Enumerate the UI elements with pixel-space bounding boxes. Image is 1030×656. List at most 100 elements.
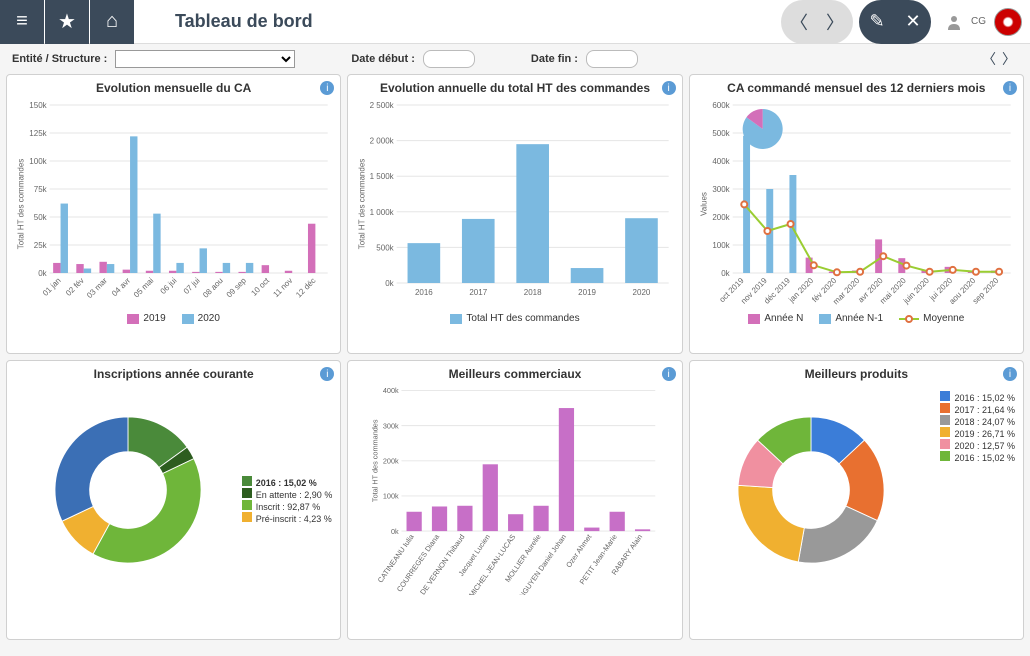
svg-text:12 déc: 12 déc xyxy=(294,276,317,299)
svg-text:25k: 25k xyxy=(34,241,48,250)
chart-legend: 20192020 xyxy=(13,313,334,324)
svg-text:1 000k: 1 000k xyxy=(370,208,395,217)
svg-text:150k: 150k xyxy=(29,101,47,110)
svg-text:jan 2020: jan 2020 xyxy=(786,276,815,305)
svg-text:300k: 300k xyxy=(383,421,399,430)
chart-title: Inscriptions année courante xyxy=(13,367,334,381)
svg-text:2 000k: 2 000k xyxy=(370,137,395,146)
svg-text:03 mar: 03 mar xyxy=(85,276,109,300)
svg-text:0k: 0k xyxy=(391,527,399,536)
svg-text:100k: 100k xyxy=(29,157,47,166)
info-icon[interactable]: i xyxy=(1003,81,1017,95)
svg-text:NGUYEN Daniel Johan: NGUYEN Daniel Johan xyxy=(518,533,569,595)
pager: 〈 〉 xyxy=(980,50,1018,68)
svg-text:400k: 400k xyxy=(712,157,730,166)
chart-legend: 2016 : 15,02 %2017 : 21,64 %2018 : 24,07… xyxy=(940,391,1015,463)
svg-text:07 jui: 07 jui xyxy=(182,276,202,296)
svg-text:50k: 50k xyxy=(34,213,48,222)
svg-text:200k: 200k xyxy=(383,457,399,466)
svg-text:2 500k: 2 500k xyxy=(370,101,395,110)
svg-text:100k: 100k xyxy=(712,241,730,250)
date-end-label: Date fin : xyxy=(531,53,578,65)
svg-text:11 nov: 11 nov xyxy=(271,276,294,299)
svg-text:600k: 600k xyxy=(712,101,730,110)
svg-text:10 oct: 10 oct xyxy=(249,276,271,298)
home-icon[interactable]: ⌂ xyxy=(90,0,134,44)
topbar: ≡ ★ ⌂ Tableau de bord 〈 〉 ✎ ✕ CG xyxy=(0,0,1030,44)
chart-monthly-ca: 0k 25k 50k 75k 100k 125k 150k Total HT des comm… xyxy=(13,99,334,309)
avatar[interactable] xyxy=(994,8,1022,36)
card-evolution-mensuelle: i Evolution mensuelle du CA 0k25k50k75k1… xyxy=(6,74,341,354)
card-ca-commande-mensuel: i CA commandé mensuel des 12 derniers mo… xyxy=(689,74,1024,354)
user-icon xyxy=(945,13,963,31)
svg-text:MICHEL JEAN-LUCAS: MICHEL JEAN-LUCAS xyxy=(467,532,517,595)
svg-text:75k: 75k xyxy=(34,185,48,194)
card-meilleurs-produits: i Meilleurs produits 2016 : 15,02 %2017 … xyxy=(689,360,1024,640)
menu-icon[interactable]: ≡ xyxy=(0,0,44,44)
chart-legend: Total HT des commandes xyxy=(354,313,675,324)
svg-text:08 aou: 08 aou xyxy=(201,276,225,300)
svg-text:0k: 0k xyxy=(386,279,395,288)
svg-text:09 sep: 09 sep xyxy=(225,276,249,300)
svg-text:500k: 500k xyxy=(712,129,730,138)
svg-text:2018: 2018 xyxy=(524,288,542,297)
svg-text:02 fév: 02 fév xyxy=(64,276,86,298)
svg-text:2016: 2016 xyxy=(415,288,433,297)
svg-text:Total HT des commandes: Total HT des commandes xyxy=(371,419,380,502)
svg-text:0k: 0k xyxy=(721,269,730,278)
svg-text:1 500k: 1 500k xyxy=(370,172,395,181)
prev-icon[interactable]: 〈 xyxy=(781,0,817,44)
info-icon[interactable]: i xyxy=(662,367,676,381)
chart-ca-12months: 0k100k200k300k400k500k600kValuesoct 2019… xyxy=(696,99,1017,309)
svg-text:125k: 125k xyxy=(29,129,47,138)
svg-text:300k: 300k xyxy=(712,185,730,194)
svg-text:2020: 2020 xyxy=(633,288,651,297)
user-block: CG xyxy=(937,8,1030,36)
next-icon[interactable]: 〉 xyxy=(817,0,853,44)
app-menu: ≡ ★ ⌂ xyxy=(0,0,135,44)
chart-legend: Année NAnnée N-1Moyenne xyxy=(696,313,1017,324)
star-icon[interactable]: ★ xyxy=(45,0,89,44)
entity-label: Entité / Structure : xyxy=(12,53,107,65)
svg-text:400k: 400k xyxy=(383,386,399,395)
svg-text:2017: 2017 xyxy=(470,288,488,297)
pager-next-icon[interactable]: 〉 xyxy=(1000,50,1018,68)
page-title: Tableau de bord xyxy=(175,11,313,32)
pager-prev-icon[interactable]: 〈 xyxy=(980,50,998,68)
card-inscriptions: i Inscriptions année courante 2016 : 15,… xyxy=(6,360,341,640)
svg-text:DE VERNON Thibaud: DE VERNON Thibaud xyxy=(418,533,466,595)
chart-best-sales: 0k 100k 200k 300k 400k Total HT des commandes… xyxy=(354,385,675,595)
svg-text:100k: 100k xyxy=(383,492,399,501)
filter-bar: Entité / Structure : Date début : Date f… xyxy=(0,44,1030,74)
date-start-label: Date début : xyxy=(351,53,415,65)
date-start-input[interactable] xyxy=(423,50,475,68)
chart-title: Evolution mensuelle du CA xyxy=(13,81,334,95)
svg-text:05 mai: 05 mai xyxy=(132,276,156,300)
svg-text:06 jui: 06 jui xyxy=(159,276,179,296)
card-meilleurs-commerciaux: i Meilleurs commerciaux 0k 100k 200k 300k 40… xyxy=(347,360,682,640)
close-icon[interactable]: ✕ xyxy=(895,0,931,44)
svg-text:Values: Values xyxy=(699,192,708,216)
toolbar: 〈 〉 ✎ ✕ CG xyxy=(781,0,1030,44)
chart-title: Meilleurs produits xyxy=(696,367,1017,381)
edit-icon[interactable]: ✎ xyxy=(859,0,895,44)
chart-legend: 2016 : 15,02 %En attente : 2,90 %Inscrit… xyxy=(242,476,333,524)
chart-title: Evolution annuelle du total HT des comma… xyxy=(354,81,675,95)
svg-text:01 jan: 01 jan xyxy=(41,276,63,298)
svg-text:sep 2020: sep 2020 xyxy=(971,276,1001,306)
chart-title: Meilleurs commerciaux xyxy=(354,367,675,381)
svg-text:déc 2019: déc 2019 xyxy=(762,276,792,306)
svg-text:04 avr: 04 avr xyxy=(110,276,132,298)
chart-annual-ht: 0k500k1 000k1 500k2 000k2 500kTotal HT d… xyxy=(354,99,675,309)
chart-title: CA commandé mensuel des 12 derniers mois xyxy=(696,81,1017,95)
svg-text:2019: 2019 xyxy=(578,288,596,297)
entity-select[interactable] xyxy=(115,50,295,68)
dashboard-grid: i Evolution mensuelle du CA 0k 25k 50k 75k 1… xyxy=(0,74,1030,640)
svg-text:200k: 200k xyxy=(712,213,730,222)
svg-text:0k: 0k xyxy=(38,269,47,278)
info-icon[interactable]: i xyxy=(662,81,676,95)
svg-text:Total HT des commandes: Total HT des commandes xyxy=(17,159,26,250)
info-icon[interactable]: i xyxy=(1003,367,1017,381)
svg-text:500k: 500k xyxy=(377,243,395,252)
date-end-input[interactable] xyxy=(586,50,638,68)
